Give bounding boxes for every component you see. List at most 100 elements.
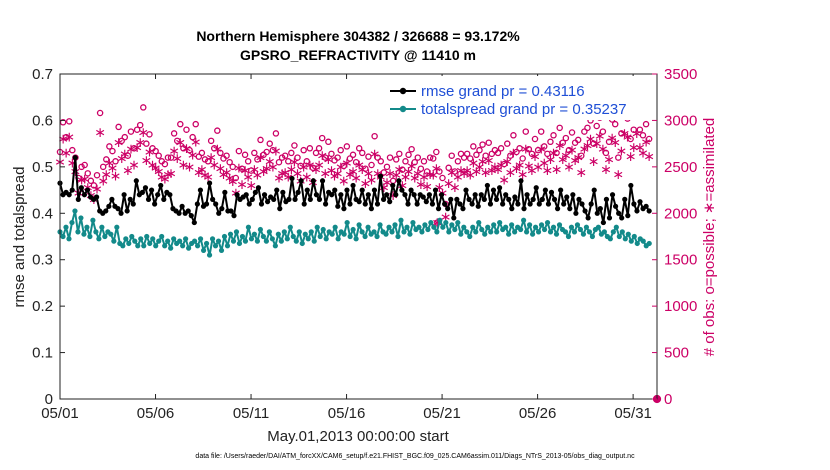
assimilated-obs-point: ∗ xyxy=(412,166,424,182)
assimilated-obs-point: ∗ xyxy=(97,173,109,189)
rmse-point xyxy=(322,201,329,207)
possible-obs-point xyxy=(525,145,533,153)
assimilated-obs-point: ∗ xyxy=(347,164,359,180)
rmse-point xyxy=(179,203,185,209)
y-tick-label-left: 0 xyxy=(45,391,53,408)
totalspread-point xyxy=(350,226,356,233)
rmse-point xyxy=(432,187,439,193)
totalspread-point xyxy=(404,224,410,230)
rmse-point xyxy=(472,192,478,198)
totalspread-point xyxy=(293,238,299,244)
totalspread-point xyxy=(299,240,305,247)
rmse-point xyxy=(188,213,194,219)
possible-obs-point xyxy=(155,152,162,159)
possible-obs-point xyxy=(590,140,597,147)
y-tick-label-left: 0.3 xyxy=(32,252,53,269)
possible-obs-point xyxy=(470,143,477,150)
assimilated-obs-point: ∗ xyxy=(94,125,106,141)
possible-obs-point xyxy=(642,120,650,128)
possible-obs-point xyxy=(500,160,508,168)
x-tick-label: 05/06 xyxy=(137,405,175,422)
possible-obs-point xyxy=(177,120,184,128)
rmse-point xyxy=(616,210,622,216)
totalspread-point xyxy=(595,224,601,230)
rmse-point xyxy=(506,196,512,202)
rmse-point xyxy=(228,208,234,214)
assimilated-outlier-point: ∗ xyxy=(431,215,443,231)
totalspread-point xyxy=(619,229,625,235)
rmse-point xyxy=(344,187,350,193)
assimilated-obs-point: ∗ xyxy=(545,152,557,168)
totalspread-point xyxy=(452,226,458,233)
totalspread-point xyxy=(521,217,527,223)
possible-obs-point xyxy=(266,140,273,147)
assimilated-obs-point: ∗ xyxy=(406,158,418,174)
possible-obs-point xyxy=(66,118,73,125)
chart-subtitle: GPSRO_REFRACTIVITY @ 11410 m xyxy=(240,47,476,63)
totalspread-point xyxy=(386,224,392,230)
assimilated-obs-point: ∗ xyxy=(523,158,535,174)
totalspread-point xyxy=(473,229,479,235)
possible-obs-point xyxy=(81,161,88,169)
totalspread-point xyxy=(69,219,75,226)
totalspread-point xyxy=(437,217,443,223)
totalspread-point xyxy=(75,229,81,235)
rmse-point xyxy=(411,192,417,198)
rmse-point xyxy=(509,206,515,212)
possible-obs-point xyxy=(568,129,576,136)
footnote: data file: /Users/raeder/DAI/ATM_forcXX/… xyxy=(195,453,635,460)
assimilated-obs-point: ∗ xyxy=(134,135,146,151)
totalspread-point xyxy=(622,236,628,242)
possible-obs-point xyxy=(96,109,104,117)
rmse-point xyxy=(585,215,591,221)
assimilated-obs-point: ∗ xyxy=(116,151,128,167)
assimilated-obs-point: ∗ xyxy=(446,165,458,181)
legend-marker-totalspread xyxy=(399,105,407,113)
assimilated-obs-point: ∗ xyxy=(400,170,412,186)
assimilated-obs-point: ∗ xyxy=(326,163,338,179)
totalspread-point xyxy=(506,231,512,237)
assimilated-obs-point: ∗ xyxy=(353,158,365,174)
assimilated-obs-point: ∗ xyxy=(424,167,436,183)
rmse-point xyxy=(365,192,371,198)
assimilated-obs-point: ∗ xyxy=(289,155,301,171)
possible-obs-point xyxy=(417,165,425,172)
totalspread-point xyxy=(177,238,183,244)
totalspread-point xyxy=(443,219,449,226)
totalspread-point xyxy=(347,233,353,240)
possible-obs-point xyxy=(210,145,218,152)
assimilated-obs-point: ∗ xyxy=(541,163,553,179)
rmse-point xyxy=(576,196,582,202)
totalspread-point xyxy=(544,219,551,226)
rmse-point xyxy=(628,182,634,189)
totalspread-point xyxy=(135,243,141,249)
assimilated-obs-point: ∗ xyxy=(594,129,606,145)
possible-obs-point xyxy=(544,150,551,158)
possible-obs-point xyxy=(343,143,351,150)
rmse-point xyxy=(219,206,225,212)
totalspread-point xyxy=(583,224,590,230)
x-tick-label: 05/16 xyxy=(328,405,366,422)
possible-obs-point xyxy=(146,131,153,138)
totalspread-point xyxy=(526,222,533,228)
possible-obs-point xyxy=(615,154,622,161)
totalspread-point xyxy=(281,229,287,235)
rmse-point xyxy=(371,187,378,193)
rmse-point xyxy=(109,196,115,202)
assimilated-obs-point: ∗ xyxy=(76,172,88,188)
possible-obs-point xyxy=(565,146,573,154)
totalspread-point xyxy=(132,238,138,244)
assimilated-obs-point: ∗ xyxy=(341,156,353,172)
possible-obs-point xyxy=(140,104,147,111)
rmse-point xyxy=(81,192,88,198)
possible-obs-point xyxy=(269,146,277,154)
assimilated-obs-point: ∗ xyxy=(248,162,260,178)
assimilated-obs-point: ∗ xyxy=(569,153,581,169)
assimilated-obs-point: ∗ xyxy=(585,132,597,148)
assimilated-obs-point: ∗ xyxy=(597,142,609,158)
rmse-point xyxy=(435,206,442,212)
assimilated-obs-point: ∗ xyxy=(267,159,279,175)
totalspread-point xyxy=(616,233,622,240)
possible-obs-point xyxy=(439,174,446,182)
rmse-point xyxy=(289,175,295,182)
